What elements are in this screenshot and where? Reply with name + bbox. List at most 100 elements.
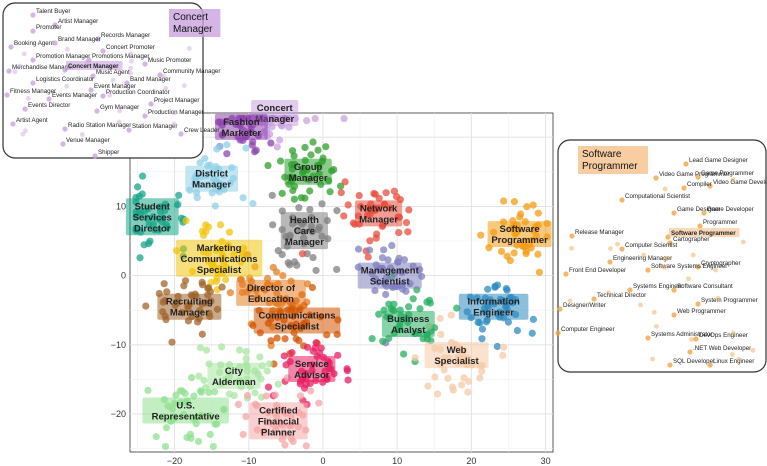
scatter-point: [510, 197, 519, 206]
inset-point: [671, 312, 677, 318]
scatter-point: [160, 280, 168, 288]
inset-point: [555, 330, 561, 336]
inset-point: [627, 287, 633, 293]
scatter-point: [202, 346, 211, 354]
cluster-label-line: District: [195, 169, 229, 180]
inset-point: [689, 337, 694, 342]
scatter-point: [440, 366, 448, 374]
cluster-label-bg: [253, 307, 341, 334]
inset-point: [681, 185, 687, 191]
scatter-point: [222, 276, 230, 284]
scatter-point: [477, 231, 485, 239]
inset-point: [697, 223, 703, 229]
cluster-label-bg: [487, 221, 552, 248]
cluster-label: City Alderman: [212, 366, 256, 388]
scatter-point: [288, 147, 297, 155]
scatter-point: [482, 318, 490, 326]
cluster-label-bg: [175, 239, 263, 277]
cluster-label-bg: [424, 342, 489, 369]
scatter-point: [267, 139, 275, 147]
inset-label: Event Manager: [94, 83, 136, 90]
scatter-point: [138, 190, 146, 198]
scatter-point: [337, 182, 345, 190]
cluster-label-line: Manager: [359, 214, 398, 225]
inset-point: [664, 256, 670, 261]
x-tick-label: 10: [392, 456, 402, 466]
scatter-point: [380, 246, 388, 254]
inset-point: [651, 309, 657, 315]
scatter-point: [296, 392, 305, 400]
cluster-label-line: Marketer: [222, 128, 262, 139]
inset-point: [142, 61, 148, 67]
scatter-point: [484, 285, 492, 293]
scatter-point: [263, 367, 271, 375]
inset-point: [695, 301, 701, 307]
cluster-label-line: Specialist: [197, 265, 242, 276]
cluster-label-line: Representative: [152, 411, 220, 422]
inset-point: [667, 240, 673, 246]
x-tick-label: 30: [541, 456, 551, 466]
scatter-point: [272, 268, 281, 276]
inset-point: [8, 44, 14, 50]
inset-title-bg: [169, 9, 221, 37]
y-tick-label: −10: [111, 340, 126, 350]
scatter-point: [172, 391, 180, 399]
scatter-point: [382, 189, 390, 197]
cluster-label-line: Communications: [258, 311, 335, 322]
scatter-point: [293, 261, 301, 269]
inset-label: Project Manager: [154, 97, 199, 104]
inset-point: [17, 63, 23, 69]
y-tick-label: −20: [111, 409, 126, 419]
scatter-point: [198, 330, 206, 338]
cluster-label-line: Planner: [261, 427, 296, 438]
scatter-point: [186, 430, 194, 438]
y-tick-label: 0: [121, 271, 126, 281]
scatter-point: [476, 319, 484, 327]
cluster-label-bg: [214, 113, 268, 140]
scatter-point: [273, 334, 281, 342]
cluster-label-line: Software: [500, 224, 540, 235]
cluster-label-line: Marketing: [197, 243, 242, 254]
inset-point: [107, 92, 113, 98]
scatter-point: [134, 183, 142, 191]
inset-label: Front End Developer: [569, 267, 626, 274]
cluster-label-bg: [355, 200, 403, 227]
inset-point: [128, 51, 133, 57]
inset-point: [707, 183, 713, 189]
cluster-label-line: Manager: [255, 114, 294, 125]
scatter-point: [402, 218, 411, 227]
inset-point: [671, 287, 677, 293]
scatter-point: [207, 278, 215, 286]
inset-point: [645, 267, 651, 273]
inset-point: [569, 233, 575, 239]
cluster-label: Software Programmer: [491, 224, 548, 246]
inset-label-highlight: [669, 228, 740, 237]
scatter-point: [302, 442, 310, 450]
cluster-label-line: Director: [134, 223, 171, 234]
cluster-label-line: Information: [468, 297, 520, 308]
cluster-label-line: Manager: [285, 237, 324, 248]
scatter-point: [326, 188, 334, 196]
scatter-point: [368, 335, 376, 343]
scatter-point: [312, 266, 320, 275]
inset-label: Software Consultant: [677, 283, 733, 290]
inset-label: Radio Station Manager: [68, 122, 131, 129]
scatter-point: [373, 230, 381, 238]
scatter-point: [378, 254, 387, 262]
scatter-point: [453, 304, 461, 312]
scatter-point: [371, 286, 379, 295]
scatter-point: [142, 302, 150, 310]
scatter-point: [307, 151, 315, 159]
inset-point: [124, 80, 130, 86]
cluster-label-line: Manager: [192, 180, 231, 191]
scatter-point: [306, 187, 314, 195]
scatter-point: [218, 283, 226, 291]
scatter-point: [436, 314, 444, 323]
inset-label: System Programmer: [701, 297, 758, 304]
inset-point: [653, 323, 659, 329]
scatter-point: [529, 315, 538, 323]
inset-point: [591, 296, 597, 302]
cluster-label: Web Specialist: [434, 345, 479, 367]
inset-point: [6, 68, 12, 74]
